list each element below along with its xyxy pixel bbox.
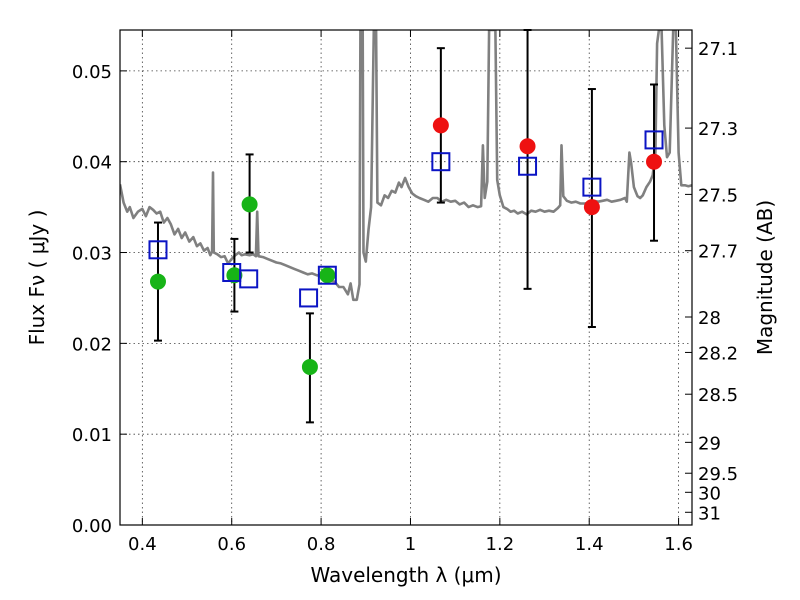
red-point [432, 117, 449, 134]
right-tick-label: 27.1 [698, 39, 738, 60]
green-point [226, 267, 243, 284]
y-tick-label: 0.00 [72, 516, 112, 537]
blue-square-point [518, 156, 538, 176]
right-tick-label: 27.5 [698, 185, 738, 206]
blue-square-point [644, 130, 664, 150]
green-point [241, 196, 258, 213]
green-point [319, 267, 336, 284]
x-axis-label: Wavelength λ (μm) [310, 563, 501, 587]
y-tick-label: 0.04 [72, 153, 112, 174]
x-tick-label: 1 [405, 534, 416, 555]
error-bar [523, 29, 532, 290]
red-point [646, 153, 663, 170]
y-tick-label: 0.05 [72, 62, 112, 83]
blue-square-point [148, 240, 168, 260]
grid [120, 30, 692, 526]
blue-square-point [317, 265, 337, 285]
red-point [583, 199, 600, 216]
spectrum-layer [120, 30, 692, 302]
right-tick-label: 27.3 [698, 119, 738, 140]
x-tick-label: 1.2 [486, 534, 515, 555]
y-tick-label: 0.03 [72, 244, 112, 265]
plot-frame [119, 29, 693, 526]
red-point [519, 138, 536, 155]
x-tick-label: 0.6 [217, 534, 246, 555]
right-tick-label: 30 [698, 483, 721, 504]
spectrum-line [120, 30, 692, 302]
right-tick-label: 28.2 [698, 343, 738, 364]
green-point [301, 358, 318, 375]
y-axis-label: Flux Fν ( μJy ) [25, 210, 49, 346]
x-tick-label: 1.4 [575, 534, 604, 555]
right-tick-label: 28.5 [698, 385, 738, 406]
error-bars [153, 29, 659, 424]
right-tick-label: 28 [698, 308, 721, 329]
blue-square-point [582, 177, 602, 197]
blue-square-point [431, 152, 451, 172]
right-axis-label: Magnitude (AB) [753, 200, 777, 355]
ticks [120, 30, 692, 526]
green-point [149, 273, 166, 290]
x-tick-label: 0.4 [128, 534, 157, 555]
right-tick-label: 29 [698, 433, 721, 454]
tick-labels: 0.4 0.6 0.8 1 1.2 1.4 1.6 0.00 0.01 0.02 0.03 0.04 0… [72, 39, 738, 555]
right-tick-label: 27.7 [698, 242, 738, 263]
x-tick-label: 0.8 [307, 534, 336, 555]
blue-square-point [239, 269, 259, 289]
right-tick-label: 31 [698, 503, 721, 524]
blue-square-point [299, 288, 319, 308]
x-tick-label: 1.6 [664, 534, 693, 555]
y-tick-label: 0.01 [72, 425, 112, 446]
y-tick-label: 0.02 [72, 334, 112, 355]
right-tick-label: 29.5 [698, 464, 738, 485]
data-markers [148, 117, 664, 375]
